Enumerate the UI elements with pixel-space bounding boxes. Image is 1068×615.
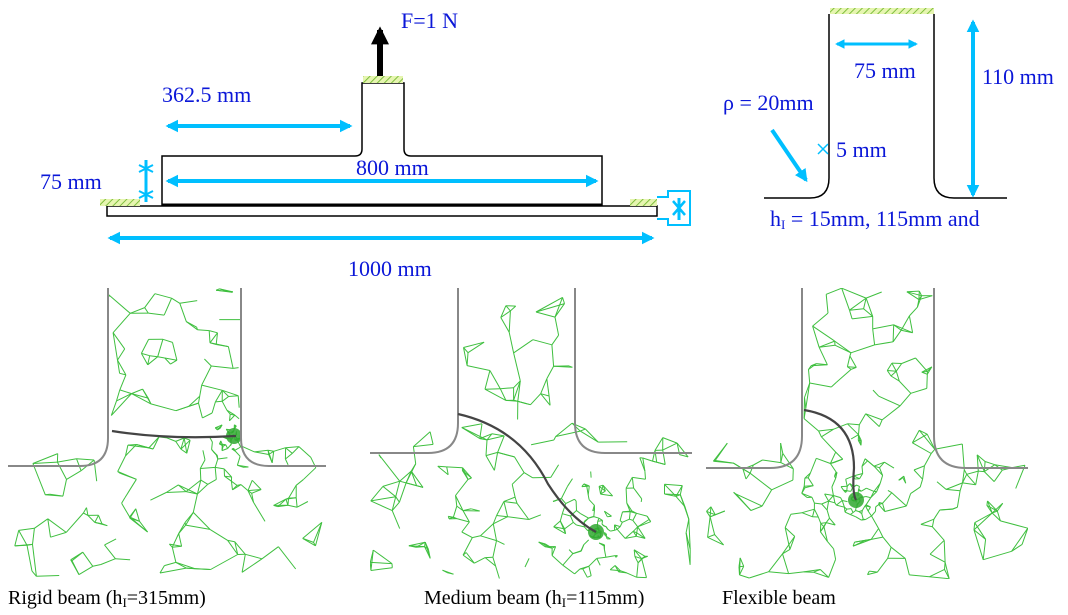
mesh-lines [14,288,323,577]
dim-label-362: 362.5 mm [162,82,252,107]
dim-label-5: 5 mm [836,137,887,162]
caption-medium: Medium beam (hI=115mm) [424,587,645,610]
roller-support [657,190,691,226]
crack-path [803,408,857,501]
mesh-panel-rigid [8,288,326,579]
crack-cross [817,143,829,155]
dim-arrow-75-left [138,160,154,202]
rho-arrow [770,128,808,183]
dim-label-75-right: 75 mm [854,58,916,83]
dim-label-1000: 1000 mm [348,256,432,281]
mesh-lines [370,296,691,579]
support-right [630,199,657,206]
dim-label-800: 800 mm [356,155,429,180]
stiffener-flange [161,82,603,207]
base-plate [106,205,658,217]
support-detail [830,8,934,14]
crack-path [111,429,237,439]
force-label: F=1 N [401,8,459,33]
crack-path [457,412,597,533]
geometry-boundary [706,288,1028,469]
geometry-boundary [370,288,692,454]
support-top [363,76,403,83]
mesh-panel-flexible [706,288,1028,579]
geometry-boundary [8,288,326,467]
dim-label-110: 110 mm [982,64,1054,89]
roller-arrow [672,198,686,220]
mesh-lines [706,288,1028,579]
support-left [100,199,140,206]
hI-label: hI = 15mm, 115mm and [770,206,980,232]
detail-profile [764,14,1007,199]
caption-flexible: Flexible beam [722,587,836,609]
caption-rigid: Rigid beam (hI=315mm) [8,587,206,610]
dim-label-75-left: 75 mm [40,169,102,194]
rho-label: ρ = 20mm [723,90,814,115]
mesh-panel-medium [370,288,692,579]
